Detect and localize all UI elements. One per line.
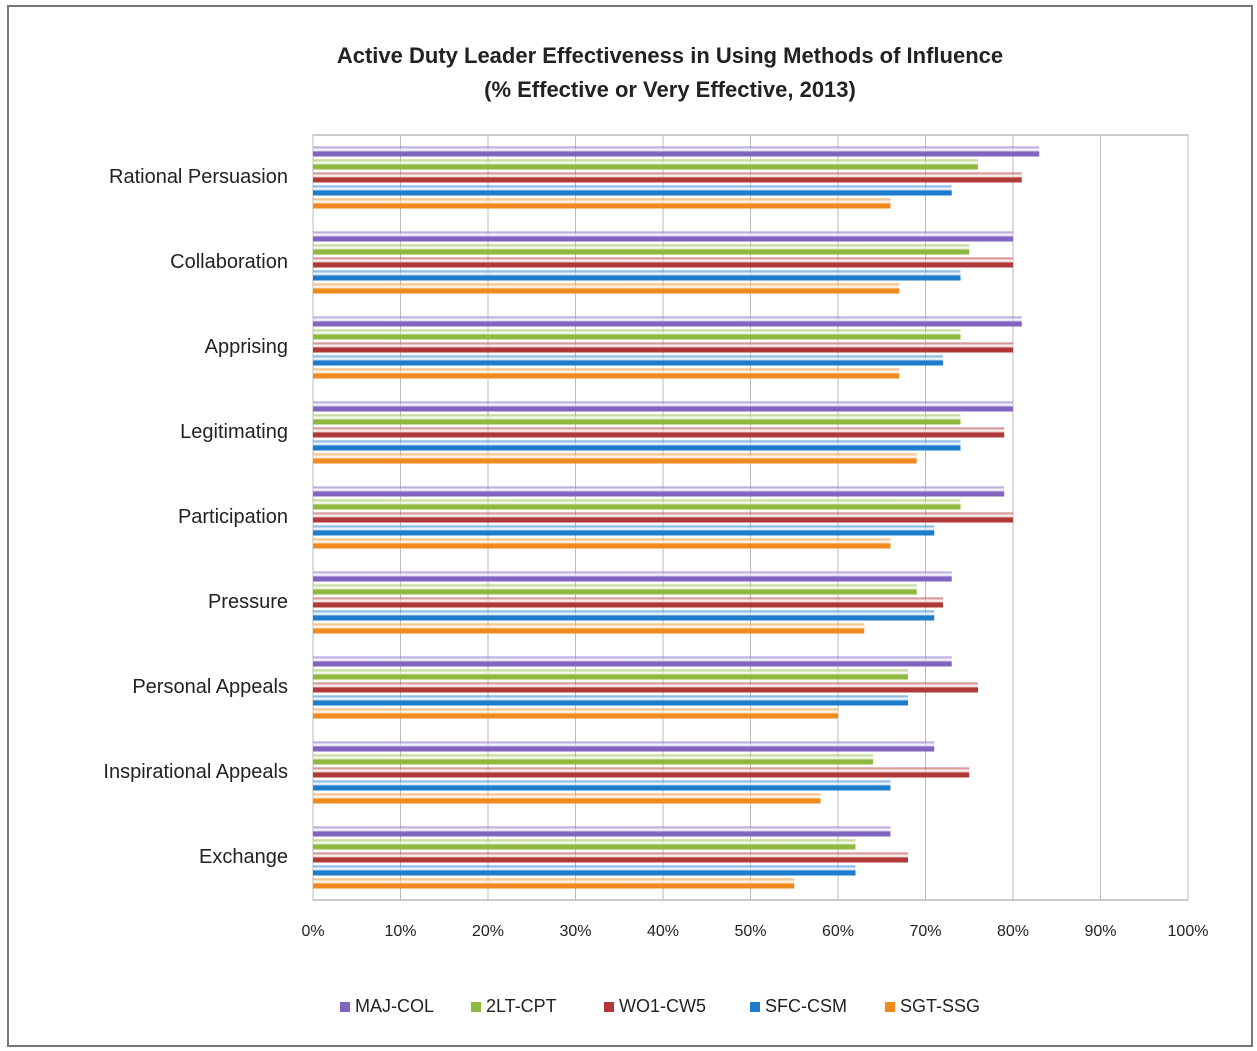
bar: [313, 368, 900, 379]
bar: [313, 231, 1013, 242]
bar: [313, 767, 970, 778]
bar: [313, 610, 935, 621]
bar: [313, 708, 838, 719]
legend-swatch: [750, 1002, 760, 1012]
bar: [313, 695, 908, 706]
x-tick-label: 90%: [1084, 923, 1116, 940]
x-tick-label: 70%: [909, 923, 941, 940]
legend-swatch: [471, 1002, 481, 1012]
bar: [313, 198, 891, 209]
x-tick-label: 20%: [472, 923, 504, 940]
y-tick-label: Rational Persuasion: [109, 166, 288, 188]
bar: [313, 401, 1013, 412]
x-tick-label: 30%: [559, 923, 591, 940]
bar: [313, 512, 1013, 523]
bar: [313, 865, 856, 876]
bar: [313, 146, 1040, 157]
legend-label: SFC-CSM: [765, 996, 847, 1016]
x-tick-label: 60%: [822, 923, 854, 940]
bar: [313, 584, 917, 595]
bar: [313, 754, 873, 765]
bar: [313, 185, 952, 196]
bar: [313, 538, 891, 549]
y-tick-label: Apprising: [205, 336, 288, 358]
bar: [313, 780, 891, 791]
bar: [313, 283, 900, 294]
bar: [313, 499, 961, 510]
bar: [313, 669, 908, 680]
y-tick-label: Inspirational Appeals: [103, 761, 288, 783]
y-tick-label: Legitimating: [180, 421, 288, 443]
bar: [313, 440, 961, 451]
bar: [313, 571, 952, 582]
legend-label: WO1-CW5: [619, 996, 706, 1016]
bar: [313, 270, 961, 281]
legend-swatch: [340, 1002, 350, 1012]
bar: [313, 793, 821, 804]
bar: [313, 427, 1005, 438]
bar: [313, 342, 1013, 353]
legend-swatch: [604, 1002, 614, 1012]
bar: [313, 355, 943, 366]
x-tick-label: 40%: [647, 923, 679, 940]
bar: [313, 878, 795, 889]
bar: [313, 623, 865, 634]
bar: [313, 852, 908, 863]
x-tick-label: 0%: [301, 923, 324, 940]
bar: [313, 525, 935, 536]
legend-label: MAJ-COL: [355, 996, 434, 1016]
bar: [313, 244, 970, 255]
y-tick-label: Participation: [178, 506, 288, 528]
bar: [313, 257, 1013, 268]
x-tick-label: 80%: [997, 923, 1029, 940]
y-tick-label: Pressure: [208, 591, 288, 613]
x-tick-label: 50%: [734, 923, 766, 940]
chart-title: Active Duty Leader Effectiveness in Usin…: [337, 43, 1003, 68]
bar: [313, 486, 1005, 497]
bar: [313, 414, 961, 425]
chart-subtitle: (% Effective or Very Effective, 2013): [484, 77, 856, 102]
bar: [313, 682, 978, 693]
bar: [313, 656, 952, 667]
bar: [313, 597, 943, 608]
y-tick-label: Exchange: [199, 846, 288, 868]
legend-label: 2LT-CPT: [486, 996, 557, 1016]
bar: [313, 839, 856, 850]
y-tick-label: Personal Appeals: [132, 676, 288, 698]
bar: [313, 453, 917, 464]
bar: [313, 741, 935, 752]
bar: [313, 172, 1022, 183]
legend-label: SGT-SSG: [900, 996, 980, 1016]
x-tick-label: 10%: [384, 923, 416, 940]
bar: [313, 159, 978, 170]
bar: [313, 316, 1022, 327]
bar: [313, 826, 891, 837]
legend-swatch: [885, 1002, 895, 1012]
x-tick-label: 100%: [1168, 923, 1209, 940]
bar: [313, 329, 961, 340]
y-tick-label: Collaboration: [170, 251, 288, 273]
